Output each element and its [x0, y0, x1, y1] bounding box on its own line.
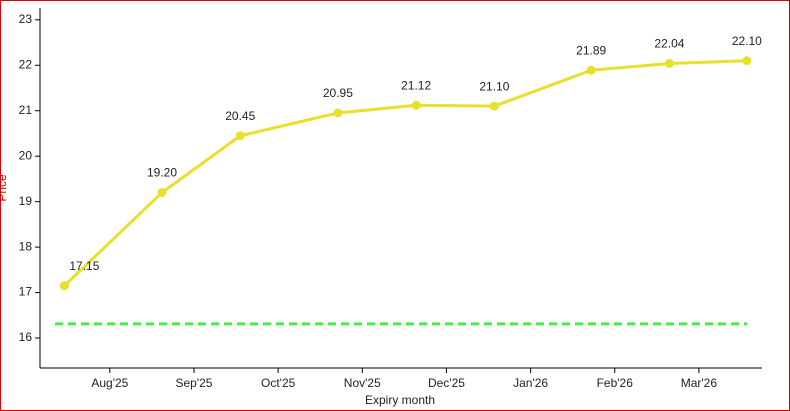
point	[157, 188, 167, 198]
x-tick-label: Dec'25	[428, 376, 465, 390]
y-tick-label: 18	[19, 239, 33, 253]
value-label: 22.04	[654, 37, 684, 51]
y-tick-label: 17	[19, 285, 33, 299]
value-label: 21.89	[576, 43, 606, 57]
y-tick-label: 23	[19, 12, 33, 26]
y-tick-label: 22	[19, 57, 33, 71]
point	[489, 101, 499, 111]
x-tick-label: Sep'25	[175, 376, 212, 390]
y-tick-label: 19	[19, 194, 33, 208]
value-label: 19.20	[147, 166, 177, 180]
point	[742, 56, 752, 66]
x-tick-label: Aug'25	[91, 376, 128, 390]
value-label: 20.95	[323, 86, 353, 100]
y-tick-label: 16	[19, 330, 33, 344]
x-tick-label: Nov'25	[344, 376, 381, 390]
x-tick-label: Feb'26	[597, 376, 634, 390]
point	[664, 58, 674, 68]
point	[586, 65, 596, 75]
y-tick-label: 20	[19, 148, 33, 162]
point	[411, 100, 421, 110]
point	[235, 131, 245, 141]
y-tick-label: 21	[19, 103, 33, 117]
value-label: 17.15	[69, 259, 99, 273]
point	[59, 281, 69, 291]
value-label: 21.10	[479, 79, 509, 93]
value-label: 21.12	[401, 78, 431, 92]
value-label: 22.10	[732, 34, 762, 48]
x-tick-label: Mar'26	[681, 376, 718, 390]
x-axis-label: Expiry month	[365, 393, 435, 407]
x-tick-label: Oct'25	[261, 376, 296, 390]
point	[333, 108, 343, 118]
x-tick-label: Jan'26	[513, 376, 548, 390]
y-axis-label: Price	[0, 174, 9, 202]
value-label: 20.45	[225, 109, 255, 123]
